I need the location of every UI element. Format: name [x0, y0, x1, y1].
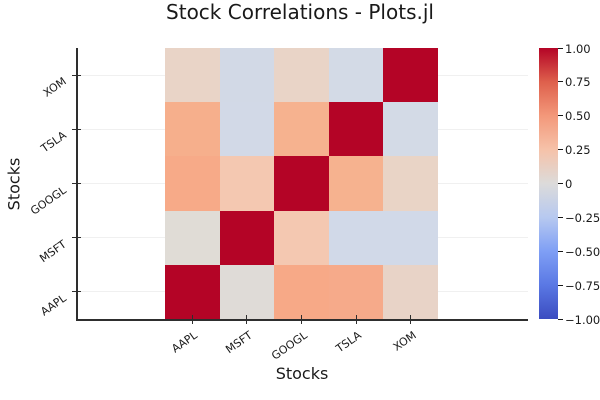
- heatmap-cell-AAPL-XOM: [383, 264, 439, 320]
- colorbar-tick-label: −0.75: [565, 278, 600, 293]
- heatmap-cell-MSFT-TSLA: [328, 210, 384, 266]
- heatmap-cell-AAPL-MSFT: [219, 264, 275, 320]
- heatmap-cell-XOM-GOOGL: [274, 48, 330, 103]
- x-tick-label-TSLA: TSLA: [333, 328, 364, 356]
- heatmap-cell-GOOGL-TSLA: [328, 156, 384, 212]
- colorbar-tick: [558, 318, 563, 320]
- colorbar-tick-label: 1.00: [565, 41, 591, 56]
- x-axis-tick: [191, 315, 193, 324]
- colorbar-tick-label: 0.75: [565, 75, 591, 90]
- colorbar-tick: [558, 115, 563, 117]
- colorbar-tick: [558, 250, 563, 252]
- heatmap-cell-TSLA-AAPL: [165, 102, 221, 157]
- heatmap-cell-MSFT-GOOGL: [274, 210, 330, 266]
- y-axis-tick: [72, 237, 81, 239]
- y-axis-spine: [76, 48, 78, 321]
- y-tick-label-TSLA: TSLA: [38, 128, 69, 156]
- x-tick-label-AAPL: AAPL: [169, 328, 201, 356]
- heatmap-cell-XOM-AAPL: [165, 48, 221, 103]
- y-tick-label-AAPL: AAPL: [38, 291, 69, 319]
- heatmap-cell-TSLA-GOOGL: [274, 102, 330, 157]
- y-tick-label-MSFT: MSFT: [37, 237, 69, 265]
- x-tick-label-XOM: XOM: [390, 328, 419, 354]
- x-axis-tick: [246, 315, 248, 324]
- colorbar-tick-label: 0.50: [565, 109, 591, 124]
- x-axis-tick: [410, 315, 412, 324]
- x-axis-spine: [76, 319, 528, 321]
- y-tick-label-GOOGL: GOOGL: [28, 183, 69, 218]
- heatmap-cell-AAPL-AAPL: [165, 264, 221, 320]
- heatmap-cell-AAPL-TSLA: [328, 264, 384, 320]
- y-axis-tick: [72, 291, 81, 293]
- x-tick-label-MSFT: MSFT: [223, 328, 255, 357]
- heatmap-cell-TSLA-MSFT: [219, 102, 275, 157]
- heatmap-cell-TSLA-TSLA: [328, 102, 384, 157]
- colorbar-tick: [558, 183, 563, 184]
- colorbar-tick-label: −0.25: [565, 210, 600, 225]
- colorbar-tick: [558, 81, 563, 83]
- colorbar-tick-label: 0: [565, 177, 573, 191]
- y-axis-label: Stocks: [4, 157, 24, 211]
- y-axis-tick: [72, 74, 81, 76]
- colorbar-tick-label: −1.00: [565, 312, 600, 327]
- heatmap-cell-MSFT-XOM: [383, 210, 439, 266]
- heatmap-cell-GOOGL-GOOGL: [274, 156, 330, 212]
- heatmap-cell-GOOGL-MSFT: [219, 156, 275, 212]
- colorbar-tick-label: −0.50: [565, 244, 600, 259]
- heatmap-cell-MSFT-AAPL: [165, 210, 221, 266]
- heatmap-cell-XOM-XOM: [383, 48, 439, 103]
- heatmap-cell-AAPL-GOOGL: [274, 264, 330, 320]
- x-axis-label: Stocks: [275, 364, 329, 383]
- x-tick-label-GOOGL: GOOGL: [268, 328, 310, 363]
- heatmap-cell-XOM-TSLA: [328, 48, 384, 103]
- colorbar-tick: [558, 149, 563, 151]
- heatmap-cell-GOOGL-XOM: [383, 156, 439, 212]
- colorbar-tick: [558, 216, 563, 218]
- colorbar-tick: [558, 284, 563, 286]
- heatmap-cell-XOM-MSFT: [219, 48, 275, 103]
- colorbar-tick-label: 0.25: [565, 143, 591, 158]
- heatmap-cell-MSFT-MSFT: [219, 210, 275, 266]
- x-axis-tick: [301, 315, 302, 324]
- colorbar-gradient: [539, 48, 558, 319]
- colorbar-tick: [558, 47, 563, 49]
- heatmap-cell-TSLA-XOM: [383, 102, 439, 157]
- x-axis-tick: [355, 315, 357, 324]
- chart-title: Stock Correlations - Plots.jl: [166, 0, 434, 24]
- y-tick-label-XOM: XOM: [40, 74, 69, 100]
- y-axis-tick: [72, 183, 81, 184]
- heatmap-cell-GOOGL-AAPL: [165, 156, 221, 212]
- y-axis-tick: [72, 128, 81, 130]
